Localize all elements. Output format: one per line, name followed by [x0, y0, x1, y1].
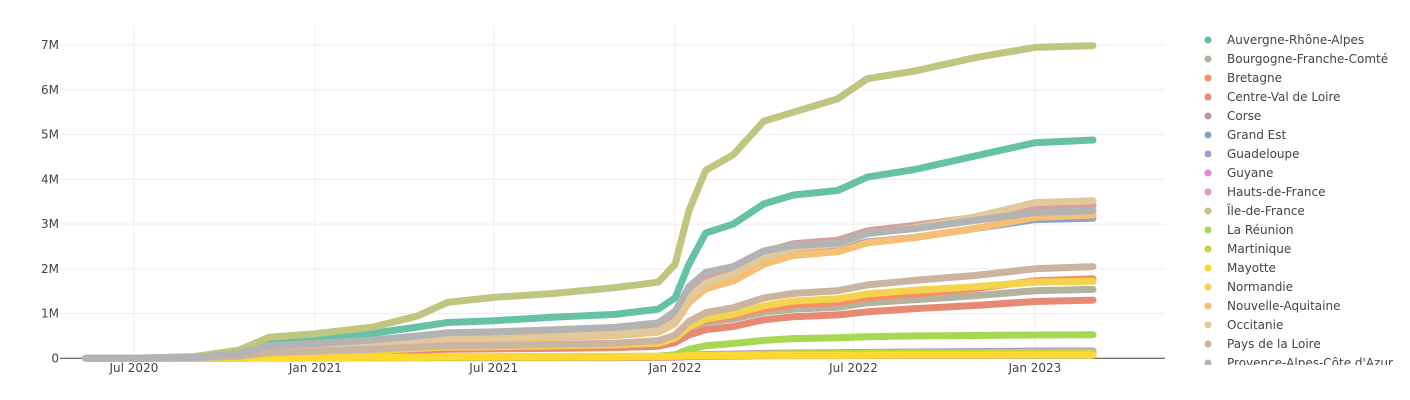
legend-item-10[interactable]: La Réunion: [1204, 223, 1294, 237]
x-tick-label-1: Jan 2021: [288, 361, 342, 375]
y-tick-label-7: 7M: [41, 38, 59, 52]
legend-item-1[interactable]: Bourgogne-Franche-Comté: [1204, 52, 1389, 66]
legend-marker-14: [1204, 302, 1212, 310]
legend-label-7: Guyane: [1227, 166, 1273, 180]
legend-label-0: Auvergne-Rhône-Alpes: [1227, 33, 1364, 47]
y-tick-label-3: 3M: [41, 217, 59, 231]
legend-marker-8: [1204, 188, 1212, 196]
legend-item-12[interactable]: Mayotte: [1204, 261, 1276, 275]
legend-label-14: Nouvelle-Aquitaine: [1227, 299, 1340, 313]
legend-item-6[interactable]: Guadeloupe: [1204, 147, 1300, 161]
legend-item-4[interactable]: Corse: [1204, 109, 1262, 123]
legend-marker-1: [1204, 55, 1212, 63]
legend-marker-15: [1204, 321, 1212, 329]
x-tick-label-4: Jul 2022: [828, 361, 878, 375]
legend-label-16: Pays de la Loire: [1227, 337, 1321, 351]
legend-item-5[interactable]: Grand Est: [1204, 128, 1287, 142]
legend-label-1: Bourgogne-Franche-Comté: [1227, 52, 1388, 66]
legend-label-3: Centre-Val de Loire: [1227, 90, 1341, 104]
legend-label-15: Occitanie: [1227, 318, 1283, 332]
series-line-9: [82, 42, 1097, 362]
legend-item-8[interactable]: Hauts-de-France: [1204, 185, 1326, 199]
legend-label-11: Martinique: [1227, 242, 1291, 256]
series-line-12: [82, 351, 1097, 362]
series-layer: [82, 42, 1097, 362]
legend-label-9: Île-de-France: [1226, 203, 1305, 218]
legend-item-14[interactable]: Nouvelle-Aquitaine: [1204, 299, 1341, 313]
y-tick-label-1: 1M: [41, 307, 59, 321]
legend-marker-16: [1204, 340, 1212, 348]
legend-marker-7: [1204, 169, 1212, 177]
legend-marker-6: [1204, 150, 1212, 158]
x-tick-label-3: Jan 2022: [648, 361, 702, 375]
legend-label-13: Normandie: [1227, 280, 1293, 294]
series-line-16: [82, 263, 1097, 362]
x-tick-label-0: Jul 2020: [109, 361, 159, 375]
legend-label-6: Guadeloupe: [1227, 147, 1300, 161]
x-axis-tick-labels: Jul 2020 Jan 2021 Jul 2021 Jan 2022 Jul 2022…: [109, 361, 1062, 375]
legend-item-9[interactable]: Île-de-France: [1204, 203, 1305, 218]
legend-item-2[interactable]: Bretagne: [1204, 71, 1282, 85]
y-axis-tick-labels: 0 1M 2M 3M 4M 5M 6M 7M: [41, 38, 59, 365]
legend-marker-11: [1204, 245, 1212, 253]
legend-item-0[interactable]: Auvergne-Rhône-Alpes: [1204, 33, 1365, 47]
legend-label-5: Grand Est: [1227, 128, 1286, 142]
legend-marker-3: [1204, 93, 1212, 101]
legend-item-17[interactable]: Provence-Alpes-Côte d'Azur: [1204, 356, 1393, 370]
legend-marker-2: [1204, 74, 1212, 82]
legend-item-7[interactable]: Guyane: [1204, 166, 1274, 180]
y-tick-label-4: 4M: [41, 172, 59, 186]
y-tick-label-5: 5M: [41, 128, 59, 142]
x-tick-label-5: Jan 2023: [1007, 361, 1061, 375]
legend-label-10: La Réunion: [1227, 223, 1294, 237]
legend-label-4: Corse: [1227, 109, 1261, 123]
legend-marker-17: [1204, 359, 1212, 365]
y-tick-label-2: 2M: [41, 262, 59, 276]
legend-marker-9: [1204, 207, 1212, 215]
legend-marker-5: [1204, 131, 1212, 139]
legend-marker-12: [1204, 264, 1212, 272]
series-line-0: [82, 136, 1097, 362]
legend: Auvergne-Rhône-Alpes Bourgogne-Franche-Co…: [1204, 33, 1393, 370]
legend-marker-4: [1204, 112, 1212, 120]
legend-item-3[interactable]: Centre-Val de Loire: [1204, 90, 1341, 104]
legend-item-16[interactable]: Pays de la Loire: [1204, 337, 1321, 351]
x-gridlines: [133, 25, 1036, 365]
legend-item-15[interactable]: Occitanie: [1204, 318, 1284, 332]
legend-label-17: Provence-Alpes-Côte d'Azur: [1227, 356, 1393, 370]
legend-marker-10: [1204, 226, 1212, 234]
legend-item-11[interactable]: Martinique: [1204, 242, 1292, 256]
x-tick-label-2: Jul 2021: [468, 361, 518, 375]
y-tick-label-6: 6M: [41, 83, 59, 97]
legend-marker-0: [1204, 36, 1212, 44]
legend-marker-13: [1204, 283, 1212, 291]
legend-label-8: Hauts-de-France: [1227, 185, 1326, 199]
legend-label-2: Bretagne: [1227, 71, 1282, 85]
y-tick-label-0: 0: [51, 351, 59, 365]
series-line-17: [82, 207, 1097, 362]
legend-item-13[interactable]: Normandie: [1204, 280, 1294, 294]
legend-label-12: Mayotte: [1227, 261, 1276, 275]
